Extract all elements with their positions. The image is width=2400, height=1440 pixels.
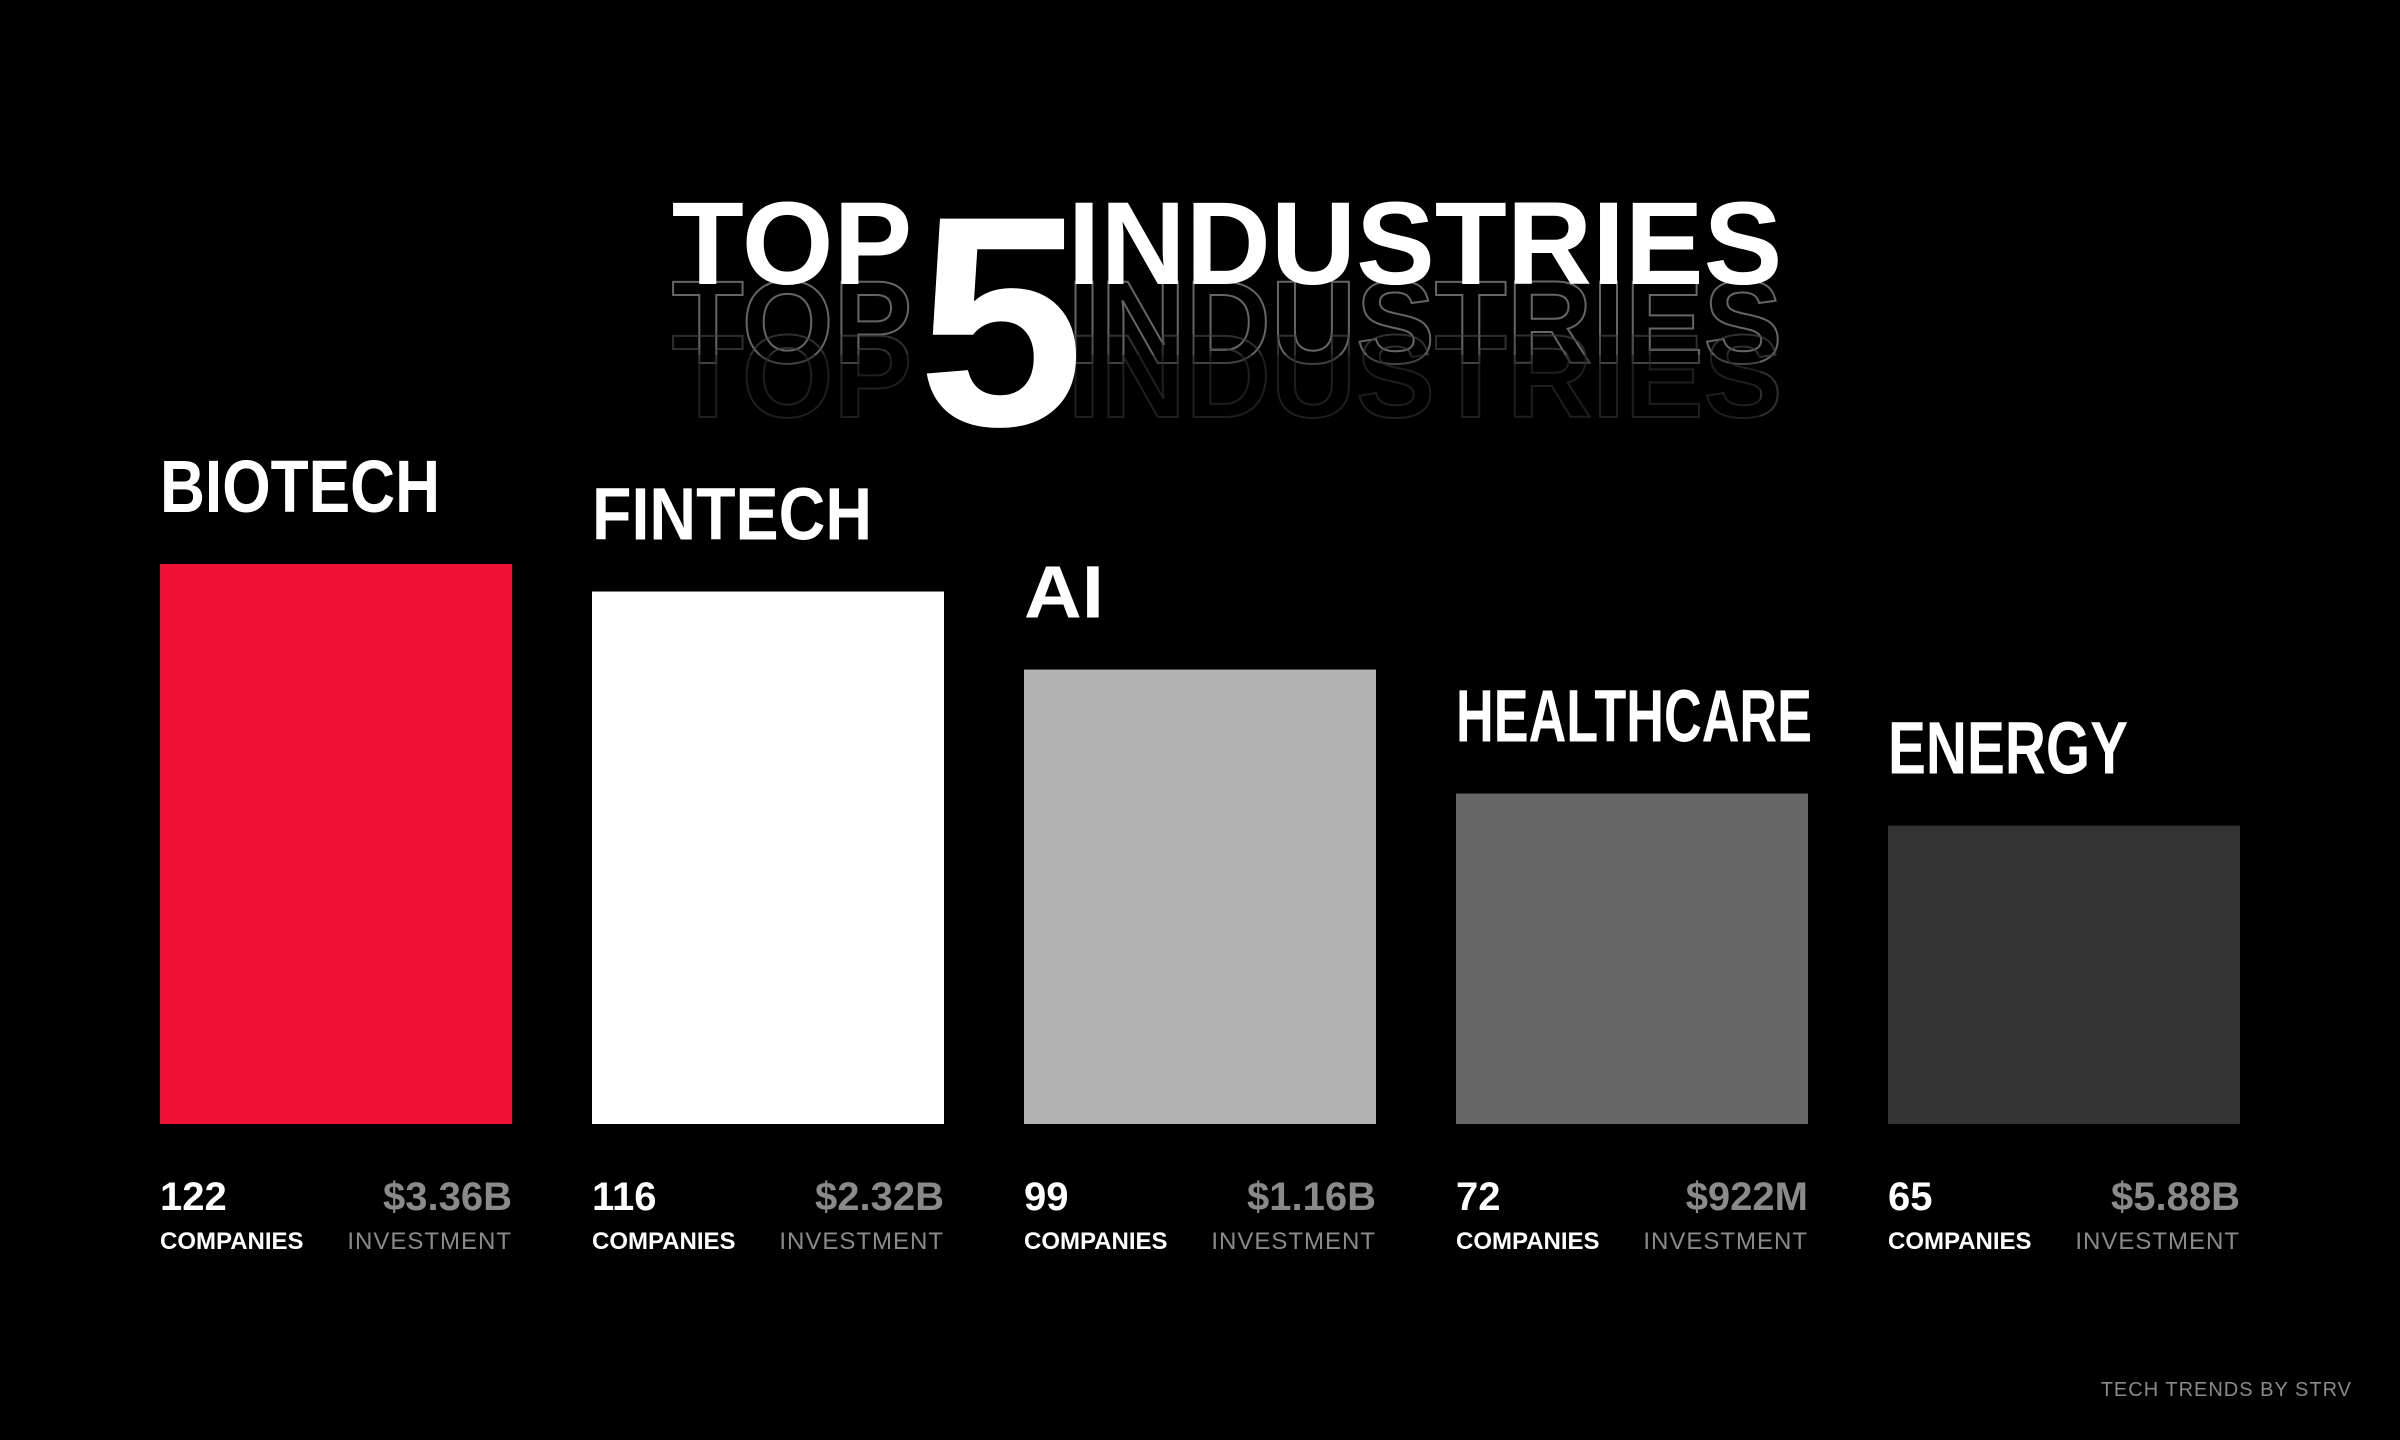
bar-biotech — [160, 564, 512, 1124]
value-label: 99 — [1024, 1175, 1069, 1219]
title-suffix: INDUSTRIES — [1068, 178, 1783, 310]
companies-label: COMPANIES — [1456, 1228, 1600, 1255]
category-label: ENERGY — [1888, 707, 2128, 790]
investment-label: INVESTMENT — [779, 1228, 944, 1255]
investment-value: $5.88B — [2111, 1175, 2240, 1219]
bar-group: AI 99 COMPANIES $1.16B INVESTMENT — [1024, 551, 1376, 1255]
bar-group: FINTECH 116 COMPANIES $2.32B INVESTMENT — [592, 473, 944, 1255]
value-label: 65 — [1888, 1175, 1933, 1219]
investment-value: $922M — [1686, 1175, 1808, 1219]
investment-value: $2.32B — [815, 1175, 944, 1219]
category-label: BIOTECH — [160, 445, 440, 528]
bar-group: ENERGY 65 COMPANIES $5.88B INVESTMENT — [1888, 707, 2240, 1255]
category-label: HEALTHCARE — [1456, 675, 1812, 758]
investment-label: INVESTMENT — [2075, 1228, 2240, 1255]
category-label: FINTECH — [592, 473, 872, 556]
companies-label: COMPANIES — [592, 1228, 736, 1255]
title-suffix-reflection: INDUSTRIES — [1068, 257, 1783, 389]
bar-ai — [1024, 669, 1376, 1124]
title-prefix-reflection: TOP — [672, 257, 912, 389]
bar-group: BIOTECH 122 COMPANIES $3.36B INVESTMENT — [160, 445, 512, 1255]
chart-title: TOP INDUSTRIES TOP INDUSTRIES TOP 5 INDU… — [671, 153, 1784, 489]
investment-value: $3.36B — [383, 1175, 512, 1219]
value-label: 116 — [592, 1175, 657, 1219]
investment-label: INVESTMENT — [347, 1228, 512, 1255]
investment-label: INVESTMENT — [1643, 1228, 1808, 1255]
companies-label: COMPANIES — [1024, 1228, 1168, 1255]
footer-credit: TECH TRENDS BY STRV — [2101, 1379, 2352, 1401]
bars-layer: BIOTECH122COMPANIES$3.36BINVESTMENTFINTE… — [160, 445, 2240, 1255]
bar-group: HEALTHCARE 72 COMPANIES $922M INVESTMENT — [1456, 675, 1812, 1255]
value-label: 72 — [1456, 1175, 1501, 1219]
title-suffix-reflection-faint: INDUSTRIES — [1068, 311, 1783, 443]
title-prefix: TOP — [672, 178, 912, 310]
title-number: 5 — [918, 153, 1085, 489]
investment-value: $1.16B — [1247, 1175, 1376, 1219]
value-label: 122 — [160, 1175, 227, 1219]
companies-label: COMPANIES — [1888, 1228, 2032, 1255]
category-label: AI — [1024, 551, 1104, 634]
bar-energy — [1888, 825, 2240, 1124]
bar-healthcare — [1456, 793, 1808, 1124]
companies-label: COMPANIES — [160, 1228, 304, 1255]
title-prefix-reflection-faint: TOP — [672, 311, 912, 443]
investment-label: INVESTMENT — [1211, 1228, 1376, 1255]
bar-fintech — [592, 591, 944, 1124]
